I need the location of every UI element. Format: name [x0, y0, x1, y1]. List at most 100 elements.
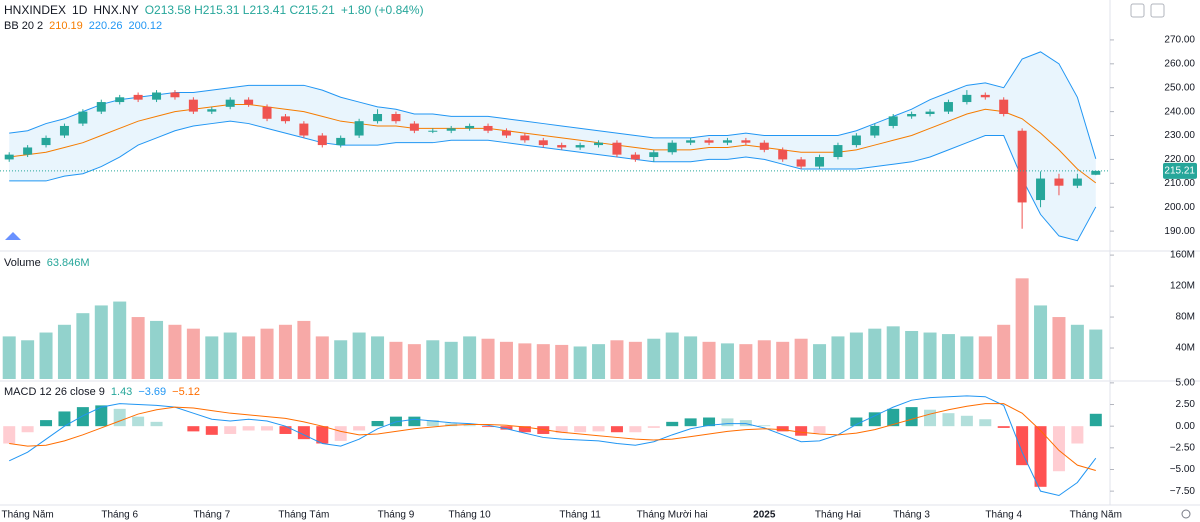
y-tick-label: 230.00 [1164, 130, 1195, 141]
y-tick-label: 40M [1176, 343, 1195, 354]
macd-legend: MACD 12 26 close 9 1.43 −3.69 −5.12 [4, 386, 206, 398]
candle-body [888, 116, 898, 126]
x-tick-label: 2025 [753, 510, 776, 521]
volume-bar [297, 320, 311, 379]
volume-bar [997, 324, 1011, 379]
volume-bar [334, 340, 348, 379]
volume-bar [205, 336, 219, 379]
y-tick-label: 190.00 [1164, 226, 1195, 237]
macd-histogram-bar [187, 426, 200, 432]
y-tick-label: 270.00 [1164, 35, 1195, 46]
volume-bar [463, 336, 477, 379]
candle-body [4, 154, 14, 160]
macd-histogram-bar [334, 426, 347, 441]
macd-histogram-bar [887, 408, 900, 427]
macd-histogram-bar [408, 416, 421, 427]
volume-bar [131, 317, 145, 379]
candle-body [612, 142, 622, 155]
change: +1.80 (+0.84%) [340, 3, 424, 17]
volume-bar [315, 336, 329, 379]
volume-bar [242, 336, 256, 379]
macd-histogram-bar [1071, 426, 1084, 444]
x-tick-label: Tháng 9 [378, 510, 415, 521]
volume-bar [518, 343, 532, 379]
candle-body [851, 135, 861, 146]
volume-bar [702, 341, 716, 379]
volume-bar [39, 332, 53, 379]
macd-histogram-bar [21, 426, 34, 433]
bb-upper: 220.26 [88, 20, 123, 32]
candle-body [391, 114, 401, 122]
hist-value: 1.43 [110, 386, 133, 398]
candle-body [244, 99, 254, 105]
volume-bar [628, 341, 642, 379]
candle-body [78, 111, 88, 124]
candle-body [962, 94, 972, 103]
volume-bar [1034, 305, 1048, 379]
macd-histogram-bar [647, 426, 660, 428]
macd-histogram-bar [3, 426, 16, 444]
y-tick-label: 80M [1176, 312, 1195, 323]
scroll-button[interactable] [1130, 3, 1145, 18]
candle-body [759, 142, 769, 150]
volume-bar [21, 340, 35, 379]
candle-body [428, 130, 438, 132]
y-tick-label: −5.00 [1170, 464, 1196, 475]
candle-body [557, 145, 567, 148]
volume-bar [739, 344, 753, 379]
volume-bar [481, 338, 495, 379]
macd-histogram-bar [850, 417, 863, 427]
candle-body [446, 128, 456, 131]
bb-legend: BB 20 2 210.19 220.26 200.12 [4, 20, 168, 32]
volume-bar [223, 332, 237, 379]
candle-body [520, 135, 530, 141]
volume-bar [352, 332, 366, 379]
volume-bar [978, 336, 992, 379]
macd-histogram-bar [150, 421, 163, 427]
candle-body [501, 130, 511, 136]
macd-histogram-bar [500, 426, 513, 430]
macd-histogram-bar [758, 425, 771, 427]
macd-histogram-bar [261, 426, 274, 431]
y-tick-label: 160M [1170, 250, 1195, 261]
indicator-title: BB 20 2 [4, 20, 44, 32]
volume-bar [960, 336, 974, 379]
volume-bar [573, 346, 587, 379]
candle-body [59, 125, 69, 136]
volume-bar [849, 332, 863, 379]
candle-body [594, 142, 604, 146]
candle-body [778, 149, 788, 160]
candle-body [1072, 178, 1082, 186]
maximize-button[interactable] [1150, 3, 1165, 18]
y-tick-label: 240.00 [1164, 106, 1195, 117]
volume-bar [555, 344, 569, 379]
candle-body [317, 135, 327, 146]
candle-body [667, 142, 677, 153]
volume-bar [647, 338, 661, 379]
x-tick-label: Tháng 11 [559, 510, 601, 521]
volume-bar [57, 324, 71, 379]
volume-bar [813, 344, 827, 379]
macd-histogram-bar [113, 408, 126, 427]
candle-body [907, 114, 917, 117]
volume-bar [776, 341, 790, 379]
last-price-box [1163, 162, 1197, 179]
macd-histogram-bar [610, 426, 623, 433]
band-fill [9, 51, 1096, 241]
candle-body [133, 94, 143, 100]
volume-bar [113, 301, 127, 379]
settings-button[interactable] [1181, 509, 1191, 519]
indicator-title: Volume [4, 257, 41, 269]
macd-histogram-bar [666, 421, 679, 427]
volume-bar [278, 324, 292, 379]
volume-bar [444, 341, 458, 379]
x-tick-label: Tháng Hai [815, 510, 861, 521]
candle-body [354, 121, 364, 136]
volume-bar [168, 324, 182, 379]
x-tick-label: Tháng 4 [985, 510, 1022, 521]
x-tick-label: Tháng Mười hai [637, 510, 708, 521]
candle-body [815, 157, 825, 167]
candle-body [262, 106, 272, 119]
volume-bar [868, 328, 882, 379]
macd-histogram-bar [574, 426, 587, 433]
